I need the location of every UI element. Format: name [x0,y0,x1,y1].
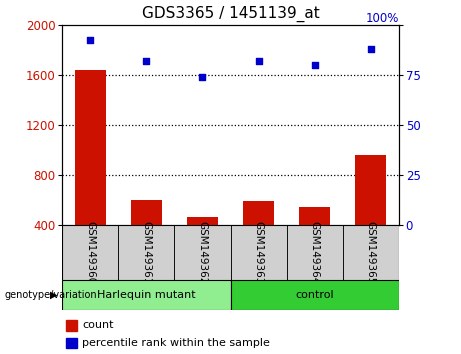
Bar [65,320,77,331]
Bar [243,201,274,225]
Bar [343,225,399,280]
Bar [187,217,218,225]
Title: GDS3365 / 1451139_at: GDS3365 / 1451139_at [142,6,319,22]
Bar [62,225,118,280]
Text: genotype/variation: genotype/variation [5,290,97,300]
Point [367,46,374,52]
Text: 100%: 100% [366,12,399,25]
Point [142,58,150,64]
Text: GSM149361: GSM149361 [142,221,151,284]
Point [199,74,206,80]
Bar [230,225,287,280]
Bar [230,280,399,310]
Text: GSM149363: GSM149363 [254,221,264,284]
Text: GSM149364: GSM149364 [310,221,319,284]
Bar [75,70,106,225]
Bar [118,225,174,280]
Bar [174,225,230,280]
Point [311,62,318,68]
Text: control: control [296,290,334,300]
Bar [62,280,230,310]
Text: GSM149362: GSM149362 [197,221,207,284]
Text: GSM149365: GSM149365 [366,221,376,284]
Point [255,58,262,64]
Text: ▶: ▶ [50,290,58,300]
Point [87,37,94,42]
Text: Harlequin mutant: Harlequin mutant [97,290,195,300]
Bar [131,200,162,225]
Bar [299,207,330,225]
Text: percentile rank within the sample: percentile rank within the sample [83,338,270,348]
Bar [355,155,386,225]
Bar [65,338,77,348]
Text: GSM149360: GSM149360 [85,221,95,284]
Text: count: count [83,320,114,330]
Bar [287,225,343,280]
